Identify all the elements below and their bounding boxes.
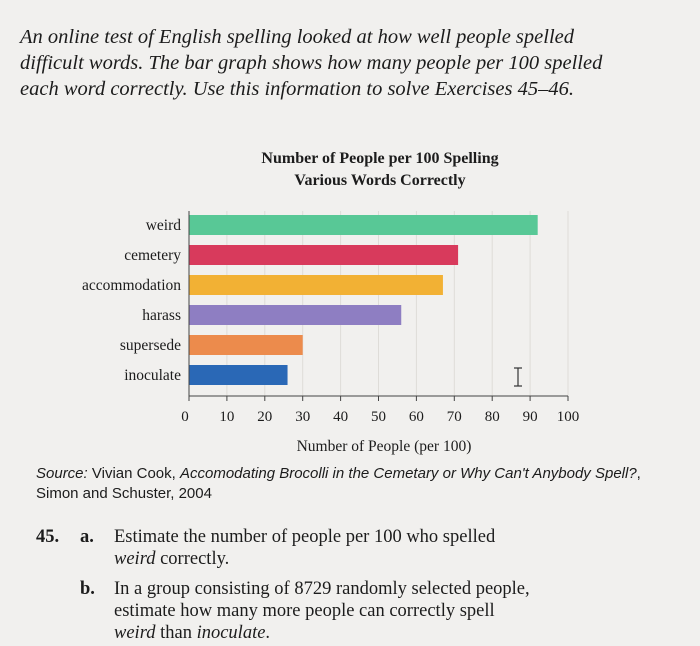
bar-weird [189,215,538,235]
tick-label: 50 [371,409,386,425]
bar-accommodation [189,275,443,295]
part-b-than: than [160,623,192,643]
tick-label: 90 [523,409,538,425]
category-label: accommodation [82,277,181,294]
part-b-line2: estimate how many more people can correc… [114,601,495,621]
source-book: Accomodating Brocolli in the Cemetary or… [179,465,637,482]
exercise-number: 45. [36,527,60,547]
part-b-line3: weird than inoculate. [114,622,684,644]
tick-label: 80 [485,409,500,425]
chart-title: Number of People per 100 Spelling Variou… [200,148,560,192]
category-label: cemetery [124,247,181,264]
part-a-end: correctly. [160,549,230,569]
x-tick-labels: 0 10 20 30 40 50 60 70 80 90 100 [181,409,579,425]
source-label: Source: [36,465,88,482]
category-label: harass [142,307,181,324]
part-b-text: In a group consisting of 8729 randomly s… [114,578,684,644]
text-cursor-icon [514,367,522,387]
chart-title-line2: Various Words Correctly [294,172,466,189]
source-authors: Vivian Cook, [91,465,176,482]
bar-inoculate [189,365,288,385]
part-a-text: Estimate the number of people per 100 wh… [114,526,674,570]
source-citation: Source: Vivian Cook, Accomodating Brocol… [36,464,676,504]
bar-chart: weird cemetery accommodation harass supersed… [82,211,579,455]
source-publisher: , Simon and Schuster, 2004 [36,465,641,502]
bar-harass [189,305,402,325]
part-b-line1: In a group consisting of 8729 randomly s… [114,579,530,599]
bar-cemetery [189,245,459,265]
category-label: weird [146,217,182,234]
part-b-period: . [265,623,271,643]
intro-paragraph: An online test of English spelling looke… [20,26,603,100]
category-label: supersede [120,337,181,354]
part-a-line2: weird correctly. [114,548,674,570]
category-label: inoculate [124,367,181,384]
tick-label: 0 [181,409,189,425]
tick-label: 100 [557,409,580,425]
part-b-word1: weird [114,623,156,643]
part-a-label: a. [80,527,94,547]
tick-label: 10 [219,409,234,425]
chart-title-line1: Number of People per 100 Spelling [261,150,499,167]
part-a-word: weird [114,549,156,569]
tick-label: 70 [447,409,462,425]
chart-bars [189,215,538,385]
part-b-word2: inoculate [196,623,266,643]
tick-label: 60 [409,409,424,425]
bar-supersede [189,335,303,355]
x-axis-label: Number of People (per 100) [297,438,472,455]
part-b-label: b. [80,579,95,599]
tick-label: 30 [295,409,310,425]
tick-label: 20 [257,409,272,425]
tick-label: 40 [333,409,348,425]
x-axis [188,211,569,401]
category-labels: weird cemetery accommodation harass supersed… [82,217,181,384]
part-a-line1: Estimate the number of people per 100 wh… [114,527,496,547]
